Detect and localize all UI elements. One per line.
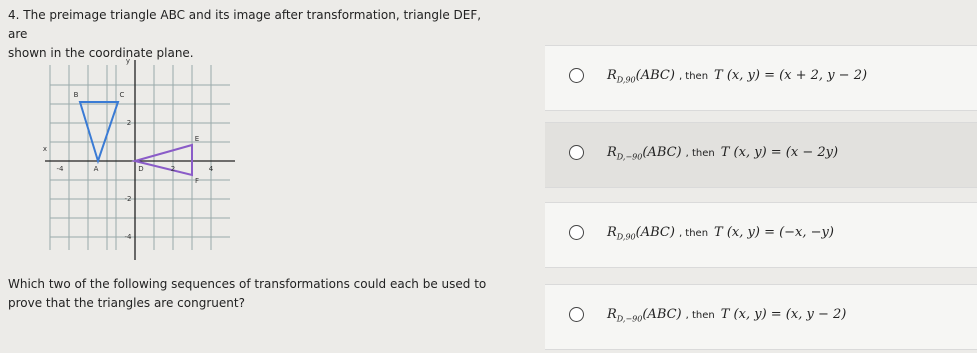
- rotation-center: D,90: [616, 75, 636, 85]
- transform: T (x, y) = (−x, −y): [714, 225, 834, 240]
- radio-button[interactable]: [569, 68, 584, 83]
- prompt: The preimage triangle ABC and its image …: [8, 8, 482, 41]
- radio-button[interactable]: [569, 145, 584, 160]
- option-text: RD,90(ABC), then T (x, y) = (x + 2, y − 2…: [607, 68, 867, 85]
- point-label: F: [195, 177, 199, 185]
- coordinate-plane: x y -4 2 4 2 -2 -4 A B C D E F: [43, 57, 235, 260]
- tick-label: -2: [125, 195, 132, 203]
- then: , then: [685, 148, 715, 159]
- answer-option[interactable]: RD,90(ABC), then T (x, y) = (x + 2, y − 2…: [545, 45, 977, 111]
- rotation-center: D,−90: [616, 152, 643, 162]
- argument: (ABC): [635, 68, 675, 83]
- tick-label: -4: [125, 233, 133, 241]
- transform: T (x, y) = (x, y − 2): [720, 307, 847, 322]
- prompt: prove that the triangles are congruent?: [8, 296, 245, 310]
- rotation: R: [607, 145, 617, 160]
- argument: (ABC): [635, 225, 675, 240]
- axis-label: x: [43, 145, 47, 153]
- tick-label: -4: [57, 165, 65, 173]
- prompt: Which two of the following sequences of …: [8, 277, 487, 291]
- transform: T (x, y) = (x − 2y): [720, 145, 839, 160]
- argument: (ABC): [642, 145, 682, 160]
- option-text: RD,−90(ABC), then T (x, y) = (x − 2y): [607, 145, 838, 162]
- point-label: C: [120, 91, 125, 99]
- prompt: shown in the coordinate plane.: [8, 46, 194, 60]
- then: , then: [685, 310, 715, 321]
- answer-option[interactable]: RD,−90(ABC), then T (x, y) = (x, y − 2): [545, 284, 977, 350]
- tick-label: 4: [209, 165, 214, 173]
- question-text: Which two of the following sequences of …: [8, 275, 488, 313]
- rotation-center: D,90: [616, 232, 636, 242]
- option-text: RD,90(ABC), then T (x, y) = (−x, −y): [607, 225, 834, 242]
- rotation: R: [607, 68, 617, 83]
- grid: [49, 65, 230, 250]
- rotation: R: [607, 225, 617, 240]
- then: , then: [678, 71, 709, 82]
- question-text: 4. The preimage triangle ABC and its ima…: [8, 6, 488, 63]
- answer-option[interactable]: RD,90(ABC), then T (x, y) = (−x, −y): [545, 202, 977, 268]
- option-text: RD,−90(ABC), then T (x, y) = (x, y − 2): [607, 307, 846, 324]
- question-number: 4.: [8, 8, 20, 22]
- transform: T (x, y) = (x + 2, y − 2): [714, 68, 868, 83]
- triangle-def: [131, 143, 193, 177]
- point-label: D: [138, 165, 143, 173]
- axis-label: y: [126, 57, 130, 65]
- answer-option[interactable]: RD,−90(ABC), then T (x, y) = (x − 2y): [545, 122, 977, 188]
- argument: (ABC): [642, 307, 682, 322]
- radio-button[interactable]: [569, 225, 584, 240]
- triangle-abc: [78, 101, 120, 165]
- point-label: E: [195, 135, 199, 143]
- point-label: B: [74, 91, 79, 99]
- radio-button[interactable]: [569, 307, 584, 322]
- rotation: R: [607, 307, 617, 322]
- tick-label: 2: [171, 165, 175, 173]
- then: , then: [678, 228, 709, 239]
- tick-label: 2: [127, 119, 131, 127]
- point-label: A: [94, 165, 99, 173]
- rotation-center: D,−90: [616, 314, 643, 324]
